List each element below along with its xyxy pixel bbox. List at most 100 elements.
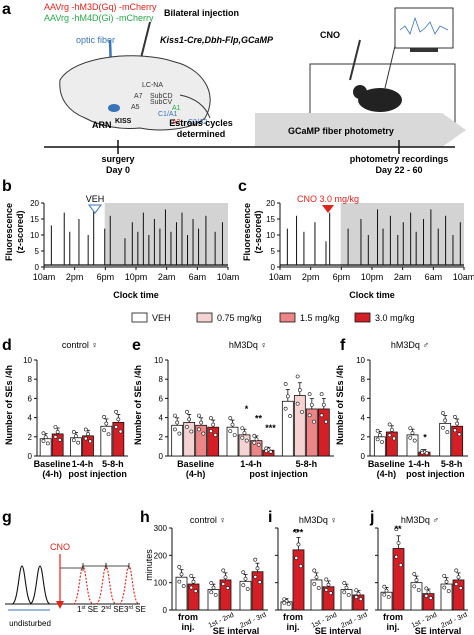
datapoint-e [312, 419, 316, 424]
cno-syringe-icon [349, 39, 361, 81]
syringe-icon [139, 21, 151, 63]
datapoint-d [43, 435, 48, 440]
datapoint-e [288, 414, 292, 418]
y-tick-label-e: 0 [159, 452, 164, 461]
y-tick-label-d: 10 [23, 356, 32, 365]
datapoint-j [454, 568, 459, 573]
post-label-f: post injection [406, 469, 465, 479]
ylabel-b-2: (z-scored) [15, 210, 25, 253]
baseline-sub-f: (4-h) [377, 469, 397, 479]
g2-label-d: 5-8-h [102, 459, 124, 469]
datapoint-e [185, 425, 189, 429]
panel-letter-d: d [2, 337, 12, 354]
y-tick-label: 5 [35, 247, 40, 256]
datapoint-j [458, 586, 463, 590]
datapoint-f [410, 431, 415, 435]
fiber-cable [384, 45, 396, 89]
x-tick-label: 2am [158, 272, 176, 282]
bar-chart-e: 0 2 4 6 8 10 [154, 356, 334, 461]
photometry-label: photometry recordings [350, 154, 449, 164]
datapoint-d [41, 439, 46, 443]
datapoint-i [358, 597, 363, 601]
datapoint-e [283, 382, 288, 386]
datapoint-f [441, 411, 445, 415]
legend-label-3: 3.0 mg/kg [375, 313, 415, 323]
g1-label-f: 1-4-h [408, 459, 430, 469]
datapoint-f [420, 450, 425, 455]
monitor-trace [399, 16, 449, 35]
y-tick-label-h: 0 [163, 606, 168, 615]
nucleus-label-5: A1 [172, 105, 181, 112]
datapoint-e [197, 413, 201, 418]
datapoint-h [193, 589, 198, 593]
panel-letter-c: c [238, 178, 247, 195]
x-tick-label: 10pm [361, 272, 384, 282]
panels-def: d e f control ♀ hM3Dq ♀ hM3Dq ♂ Number o… [2, 337, 468, 479]
ylabel-h: minutes [144, 549, 154, 581]
datapoint-h [243, 576, 248, 581]
from-sub-i: inj. [287, 622, 300, 632]
legend-swatch-0 [131, 312, 148, 323]
datapoint-e [173, 413, 177, 418]
datapoint-e [189, 429, 194, 434]
from-label-i: from [283, 612, 303, 622]
y-tick-label-e: 8 [159, 375, 164, 384]
g2-label-e: 5-8-h [296, 459, 318, 469]
x-tick-label: 10pm [125, 272, 148, 282]
datapoint-e [185, 409, 189, 414]
datapoint-e [295, 401, 300, 406]
datapoint-e [319, 392, 324, 397]
optic-fiber-label: optic fiber [76, 35, 115, 45]
datapoint-d [102, 428, 107, 433]
panel-letter-e: e [132, 337, 141, 354]
datapoint-e [228, 416, 233, 421]
datapoint-e [300, 409, 304, 414]
datapoint-i [354, 595, 359, 599]
injection-label: Bilateral injection [164, 8, 239, 18]
datapoint-e [242, 431, 247, 435]
x-tick-label: 2pm [302, 272, 320, 282]
x-tick-label: 6pm [333, 272, 351, 282]
star-e-1: ** [255, 413, 263, 423]
datapoint-d [102, 414, 107, 419]
nucleus-label-6: C1/A1 [158, 111, 178, 118]
panel-letter-g: g [2, 509, 12, 526]
datapoint-e [307, 392, 312, 397]
legend-swatch-3 [354, 312, 371, 323]
datapoint-j [386, 595, 391, 599]
panel-a: a AAVrg -hM3D(Gq) -mCherry AAVrg -hM4D(G… [2, 1, 466, 175]
legend-swatch-1 [196, 312, 213, 323]
legend-label-1: 0.75 mg/kg [217, 313, 262, 323]
ylabel-c-2: (z-scored) [253, 210, 263, 253]
datapoint-f [441, 425, 445, 430]
title-h: control ♀ [190, 515, 226, 525]
g1-label-e: 1-4-h [240, 459, 262, 469]
from-sub-j: inj. [387, 622, 400, 632]
datapoint-j [424, 593, 429, 598]
pulse-se2 [95, 565, 117, 605]
title-e: hM3Dq ♀ [229, 340, 267, 350]
datapoint-j [398, 563, 403, 568]
y-tick-label: 10 [266, 231, 275, 240]
y-tick-label-e: 4 [159, 414, 164, 423]
y-tick-label: 20 [30, 199, 39, 208]
se-interval-label-h: SE interval [213, 626, 260, 635]
from-label-j: from [383, 612, 403, 622]
datapoint-i [324, 577, 329, 582]
x-tick-label: 10am [453, 272, 474, 282]
y-tick-label: 15 [30, 215, 39, 224]
datapoint-e [295, 374, 300, 379]
datapoint-e [254, 437, 259, 442]
datapoint-h [245, 587, 250, 591]
y-tick-label-d: 4 [28, 414, 33, 423]
datapoint-j [446, 589, 451, 593]
cno-dose-label: CNO 3.0 mg/kg [297, 194, 359, 204]
datapoint-e [201, 431, 206, 436]
y-tick-label-h: 300 [154, 524, 168, 533]
panel-letter-i: i [268, 509, 272, 526]
star-f: * [423, 433, 427, 443]
y-tick-label-d: 0 [28, 452, 33, 461]
panel-b: b Fluorescence (z-scored) 0 5 10 15 20 10am 2p… [2, 178, 239, 300]
datapoint-i [328, 591, 333, 595]
